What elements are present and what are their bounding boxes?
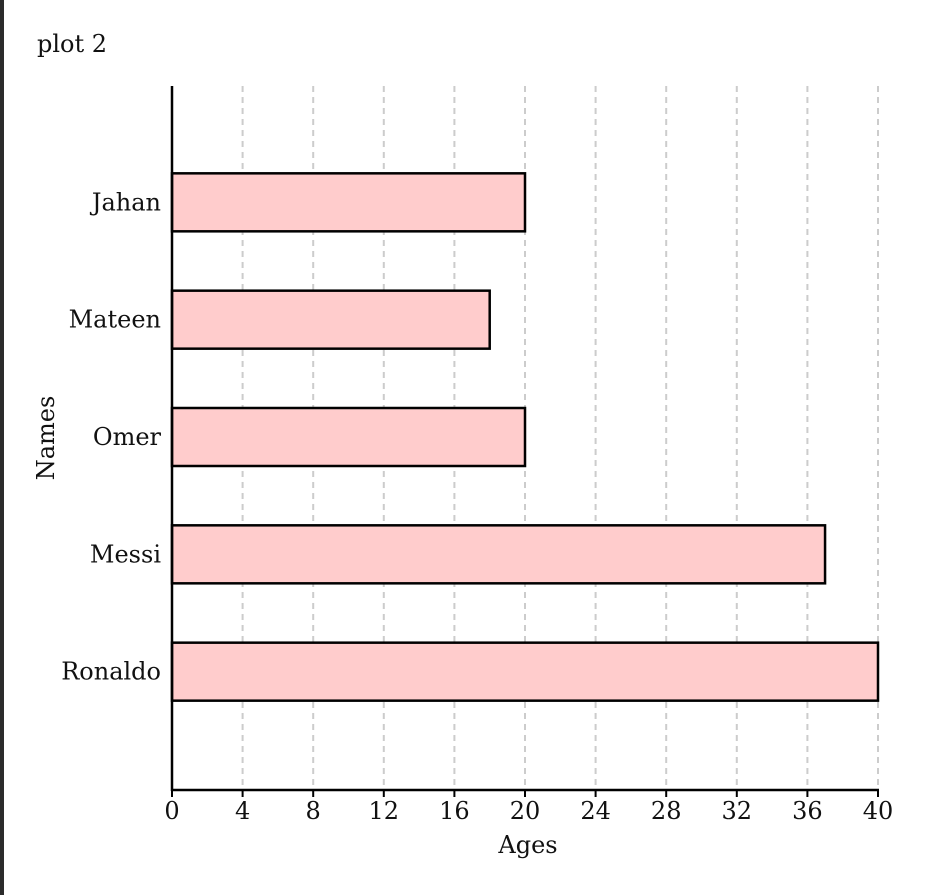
y-tick-label-omer: Omer [93,423,162,451]
tick-labels: Jahan Mateen Omer Messi Ronaldo 0 4 8 12 16 20 24 28… [61,188,893,825]
chart-title: plot 2 [37,30,108,58]
bar-ronaldo [170,641,880,702]
y-tick-label-mateen: Mateen [69,306,161,334]
axes [170,86,879,797]
x-tick-label-32: 32 [722,797,753,825]
x-axis-label: Ages [497,831,557,859]
bar-omer [170,406,527,468]
bar-jahan [170,172,527,233]
x-tick-label-12: 12 [369,797,400,825]
y-axis-label: Names [32,396,60,481]
x-tick-label-16: 16 [439,797,470,825]
y-tick-label-messi: Messi [90,540,161,568]
x-tick-label-8: 8 [306,797,321,825]
y-tick-label-ronaldo: Ronaldo [61,658,161,686]
window-left-edge [0,0,4,895]
x-tick-label-24: 24 [580,797,611,825]
x-tick-label-36: 36 [792,797,823,825]
bar-mateen [170,289,491,350]
x-tick-label-40: 40 [863,797,894,825]
x-tick-label-20: 20 [510,797,541,825]
x-tick-label-4: 4 [235,797,250,825]
bar-messi [170,524,827,585]
y-tick-label-jahan: Jahan [89,188,161,216]
x-tick-label-28: 28 [651,797,682,825]
x-tick-label-0: 0 [164,797,179,825]
bars [170,172,880,702]
